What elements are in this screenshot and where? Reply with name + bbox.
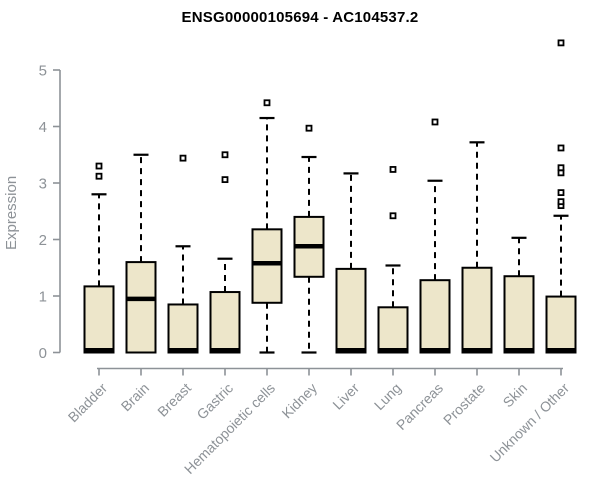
outlier-point xyxy=(95,172,103,180)
iqr-box xyxy=(377,306,409,354)
box-gastric xyxy=(209,151,241,354)
outlier-point xyxy=(263,99,271,107)
x-tick-label-unknown-other: Unknown / Other xyxy=(487,380,573,466)
y-tick-label: 3 xyxy=(39,176,47,193)
iqr-box xyxy=(503,275,535,354)
x-tick-label-bladder: Bladder xyxy=(65,380,111,426)
iqr-box xyxy=(335,267,367,354)
box-prostate xyxy=(461,141,493,354)
x-tick-label-brain: Brain xyxy=(118,380,152,414)
y-tick-label: 5 xyxy=(39,63,47,80)
outlier-point xyxy=(95,162,103,170)
box-liver xyxy=(335,172,367,354)
x-tick-label-liver: Liver xyxy=(329,380,362,413)
iqr-box xyxy=(251,228,283,304)
outlier-point xyxy=(179,154,187,162)
chart-title: ENSG00000105694 - AC104537.2 xyxy=(181,9,419,26)
box-unknown-other xyxy=(545,39,577,354)
outlier-point xyxy=(557,39,565,47)
x-tick-label-kidney: Kidney xyxy=(279,380,321,422)
x-tick-label-prostate: Prostate xyxy=(440,380,488,428)
box-pancreas xyxy=(419,118,451,354)
outlier-point xyxy=(431,118,439,126)
outlier-point xyxy=(557,164,565,172)
outlier-point xyxy=(389,212,397,220)
box-lung xyxy=(377,166,409,354)
iqr-box xyxy=(125,261,157,354)
outlier-point xyxy=(557,198,565,206)
iqr-box xyxy=(461,266,493,354)
box-kidney xyxy=(293,124,325,354)
box-hematopoietic-cells xyxy=(251,99,283,354)
y-axis-title: Expression xyxy=(3,175,20,250)
y-tick-label: 1 xyxy=(39,289,47,306)
outlier-point xyxy=(221,151,229,159)
iqr-box xyxy=(167,303,199,354)
y-tick-label: 2 xyxy=(39,232,47,249)
box-skin xyxy=(503,236,535,354)
box-brain xyxy=(125,153,157,354)
y-tick-label: 4 xyxy=(39,119,47,136)
outlier-point xyxy=(557,189,565,197)
y-axis: 0 1 2 3 4 5 xyxy=(39,63,61,362)
y-tick-label: 0 xyxy=(39,345,47,362)
x-tick-label-lung: Lung xyxy=(371,380,404,413)
x-tick-label-breast: Breast xyxy=(154,380,194,420)
outlier-point xyxy=(221,176,229,184)
outlier-point xyxy=(305,124,313,132)
iqr-box xyxy=(209,291,241,354)
outlier-point xyxy=(389,166,397,173)
iqr-box xyxy=(419,279,451,354)
iqr-box xyxy=(83,285,115,354)
outlier-point xyxy=(557,144,565,152)
box-bladder xyxy=(83,162,115,354)
x-tick-label-pancreas: Pancreas xyxy=(393,380,446,433)
box-breast xyxy=(167,154,199,354)
x-tick-label-skin: Skin xyxy=(500,380,531,411)
iqr-box xyxy=(545,295,577,354)
